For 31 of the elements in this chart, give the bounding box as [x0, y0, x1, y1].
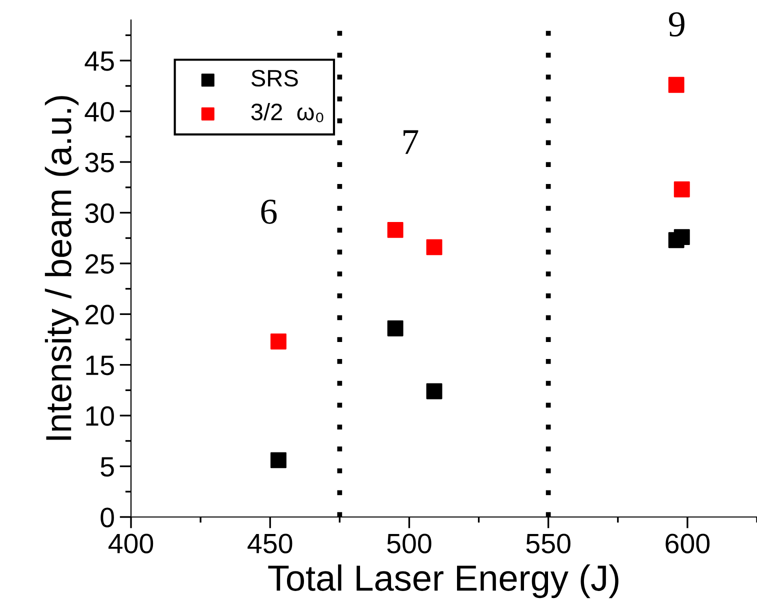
point [674, 229, 690, 246]
y-tick-label: 45 [84, 52, 114, 71]
x-tick-label: 600 [666, 534, 710, 554]
point [426, 239, 442, 256]
x-tick-label: 450 [248, 534, 292, 554]
point [270, 452, 286, 468]
x-tick-label: 500 [387, 534, 432, 554]
y-tick-label: 5 [100, 457, 114, 477]
point [387, 222, 404, 238]
legend-label: 3/2 ω₀ [251, 103, 324, 122]
annotation: 7 [404, 130, 418, 154]
point [270, 334, 286, 350]
point [426, 383, 442, 400]
y-tick-label: 30 [85, 203, 114, 224]
y-tick-label: 40 [84, 102, 114, 122]
y-tick-label: 0 [100, 508, 114, 528]
y-tick-label: 35 [85, 152, 114, 172]
point [674, 181, 690, 198]
legend-label: SRS [251, 70, 298, 87]
x-axis-title: Total Laser Energy (J) [268, 564, 618, 598]
point [668, 76, 684, 93]
y-tick-label: 10 [86, 406, 114, 426]
x-tick-label: 550 [526, 534, 570, 554]
y-tick-label: 25 [86, 254, 114, 274]
point [387, 320, 404, 336]
y-tick-label: 20 [86, 304, 114, 324]
annotation: 9 [669, 12, 684, 36]
y-tick-label: 15 [86, 356, 114, 376]
annotation: 6 [261, 200, 277, 224]
y-axis-title: Intensity / beam (a.u.) [44, 96, 79, 440]
x-tick-label: 400 [108, 534, 154, 554]
